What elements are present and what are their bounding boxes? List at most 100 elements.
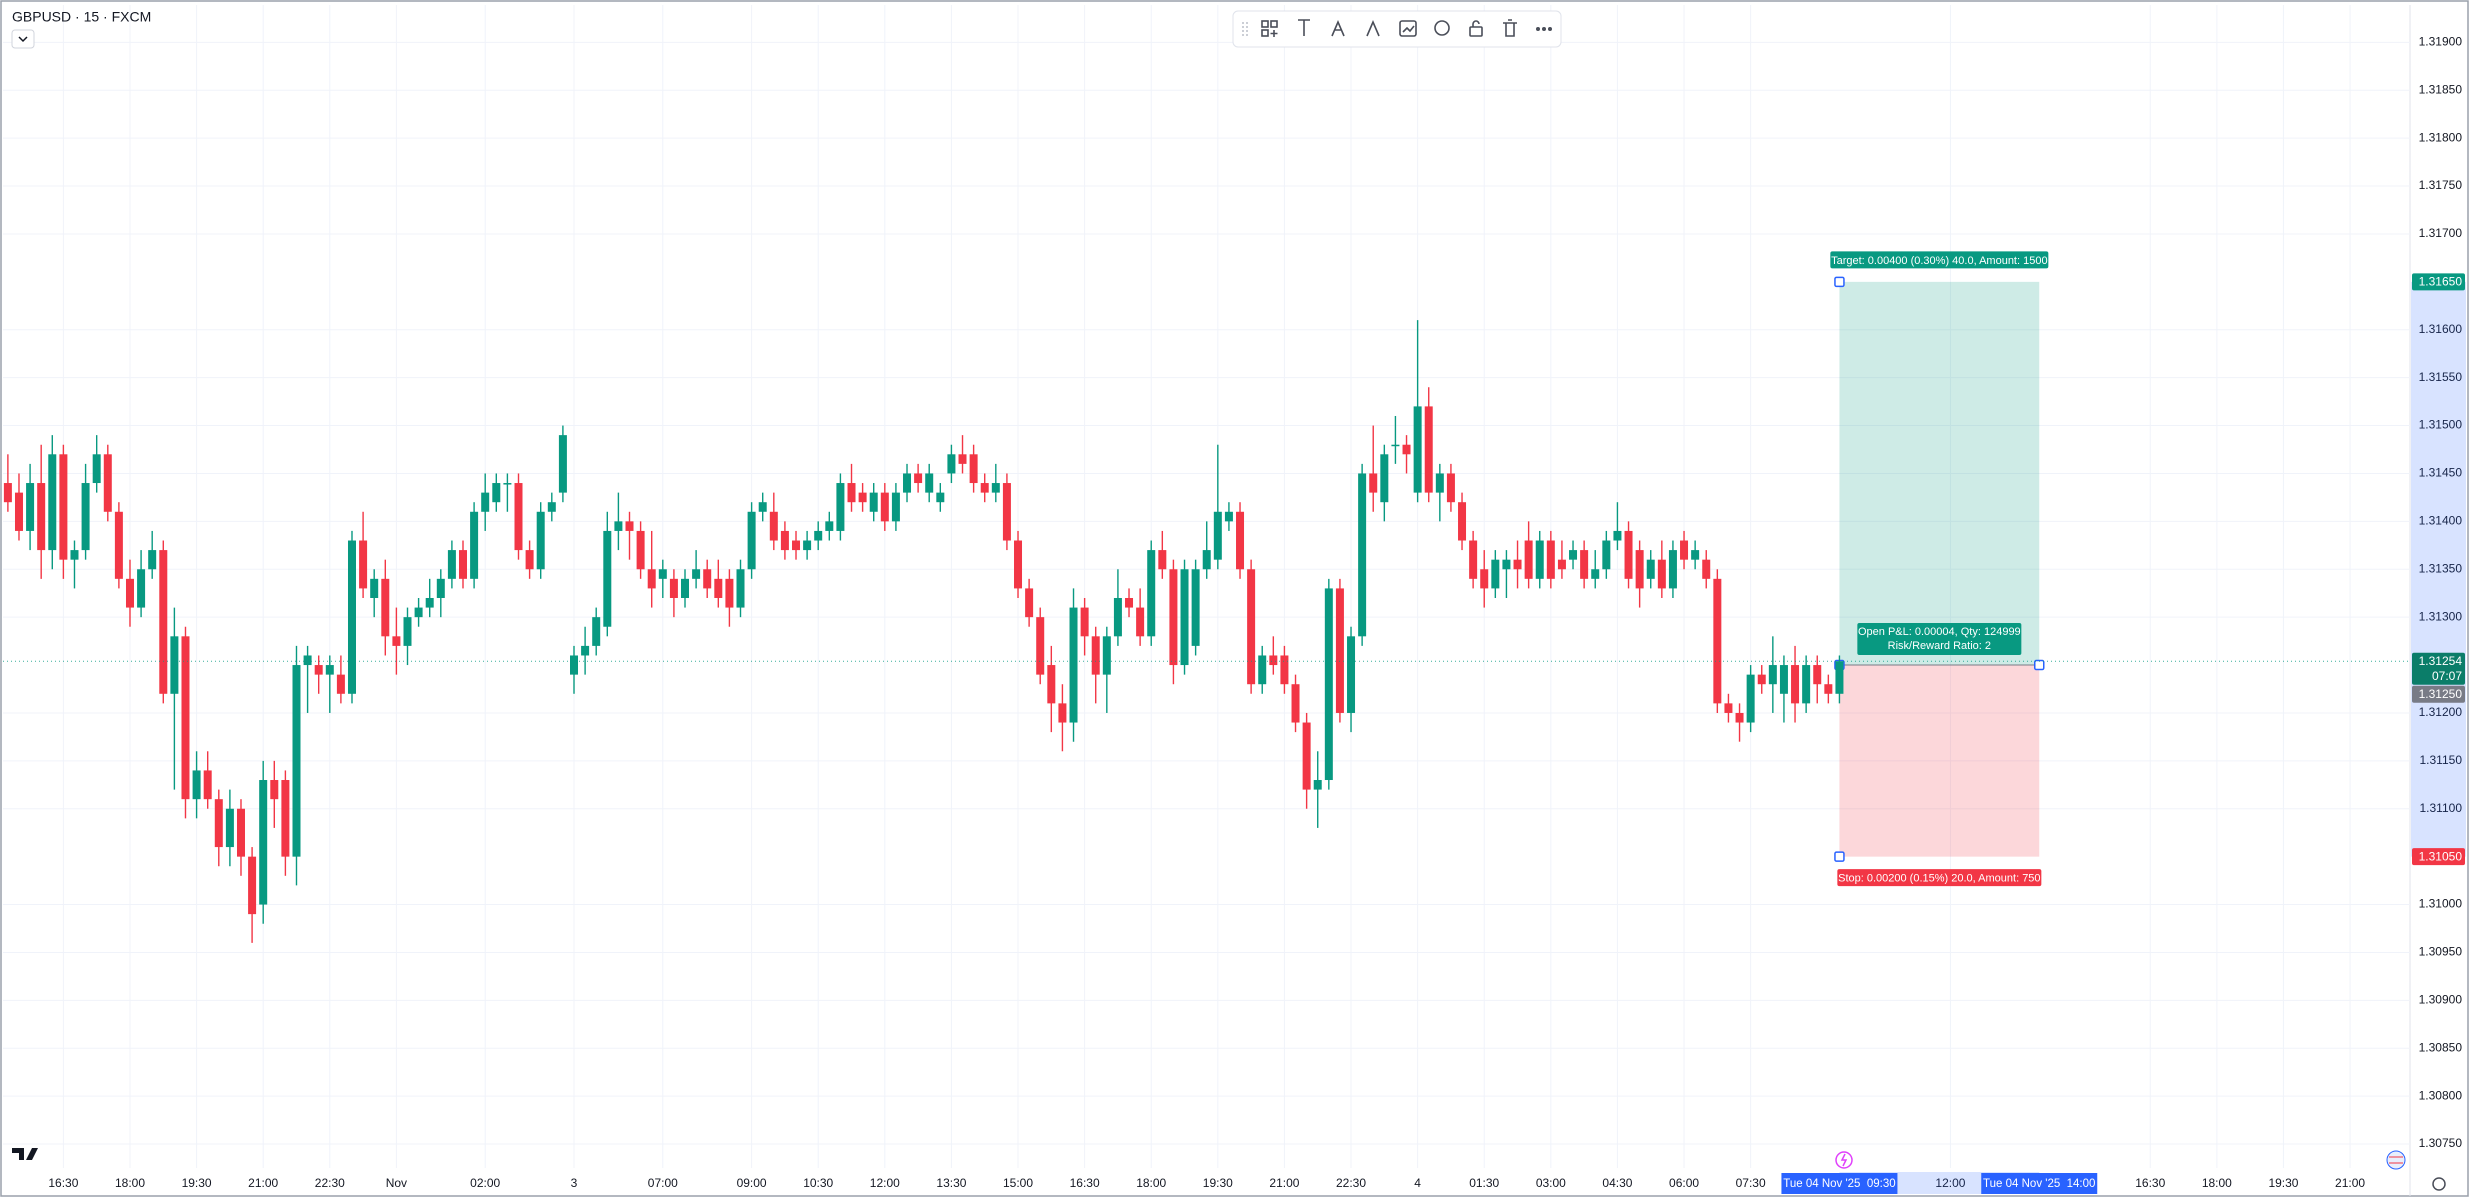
candle-body: [669, 578, 678, 598]
candle-body: [647, 569, 656, 589]
candle-body: [114, 511, 123, 579]
time-label-box: [1981, 1173, 2098, 1194]
candle-body: [947, 454, 956, 474]
candle-body: [1513, 559, 1522, 570]
x-tick-label: 22:30: [315, 1176, 345, 1190]
candle-body: [814, 530, 823, 541]
candle-body: [103, 454, 112, 512]
handle[interactable]: [1834, 276, 1845, 288]
drawing-toolbar: [1232, 10, 1562, 48]
candle-body: [980, 483, 989, 493]
candle-body: [203, 770, 212, 800]
price-badge: [2412, 685, 2465, 703]
candle-body: [1380, 454, 1389, 503]
x-tick-label: 16:30: [1070, 1176, 1100, 1190]
candle-body: [1502, 559, 1511, 570]
y-tick-label: 1.30800: [2419, 1088, 2463, 1102]
collapse-button[interactable]: [11, 29, 35, 49]
candle-body: [991, 483, 1000, 493]
candle-body: [1624, 530, 1633, 579]
x-tick-label: 21:00: [2335, 1176, 2365, 1190]
candle-body: [1069, 607, 1078, 723]
position-tool[interactable]: Target: 0.00400 (0.30%) 40.0, Amount: 15…: [1830, 251, 2049, 887]
candle-body: [436, 578, 445, 598]
candle-body: [836, 483, 845, 531]
candle-body: [259, 780, 268, 905]
delete-icon[interactable]: [1503, 19, 1517, 37]
candle-body: [780, 530, 789, 551]
x-tick-label: 12:00: [870, 1176, 900, 1190]
timezone-icon[interactable]: [2386, 1150, 2406, 1170]
color-icon[interactable]: [1331, 19, 1345, 37]
candle-body: [1413, 406, 1422, 493]
candle-body: [1236, 511, 1245, 570]
candle-body: [958, 454, 967, 464]
candle-body: [536, 511, 545, 570]
candle-body: [1113, 597, 1122, 637]
candle-body: [214, 799, 223, 848]
candle-body: [1169, 569, 1178, 666]
settings-icon[interactable]: [1434, 20, 1450, 36]
y-tick-label: 1.31850: [2419, 82, 2463, 96]
candle-body: [1247, 569, 1256, 685]
candle-body: [891, 492, 900, 522]
handle[interactable]: [2033, 659, 2045, 671]
candle-body: [625, 521, 634, 531]
candle-body: [1691, 550, 1700, 560]
price-badge-label: 1.31250: [2419, 687, 2463, 701]
rr-label: Risk/Reward Ratio: 2: [1888, 640, 1991, 652]
candle-body: [1835, 661, 1844, 694]
x-tick-label: 3: [571, 1176, 578, 1190]
more-icon[interactable]: [1536, 27, 1552, 31]
price-badge-label: 1.31050: [2419, 849, 2463, 863]
candle-body: [1469, 540, 1478, 579]
templates-icon[interactable]: [1261, 20, 1278, 37]
candle-body: [847, 483, 856, 503]
candle-body: [170, 636, 179, 694]
candle-body: [125, 578, 134, 608]
candle-body: [758, 502, 767, 512]
y-tick-label: 1.31900: [2419, 35, 2463, 49]
candle-body: [359, 540, 368, 589]
candle-body: [1147, 550, 1156, 637]
candle-body: [1535, 540, 1544, 579]
candle-body: [503, 483, 512, 485]
settings-chart-icon[interactable]: [1399, 20, 1417, 37]
candle-body: [1313, 780, 1322, 790]
candle-body: [26, 483, 35, 531]
handle[interactable]: [1834, 851, 1845, 862]
x-tick-label: 19:30: [2268, 1176, 2298, 1190]
settings-button[interactable]: [2432, 1177, 2446, 1191]
tradingview-logo[interactable]: [12, 1148, 38, 1160]
candle-body: [1791, 665, 1800, 704]
candle-body: [381, 578, 390, 637]
candle-body: [1524, 540, 1533, 579]
y-tick-label: 1.31550: [2419, 370, 2463, 384]
candle-body: [281, 780, 290, 857]
lock-icon[interactable]: [1469, 20, 1483, 37]
profit-zone: [1839, 281, 2040, 666]
x-tick-label: 01:30: [1469, 1176, 1499, 1190]
candle-body: [70, 550, 79, 560]
stop-label: Stop: 0.00200 (0.15%) 20.0, Amount: 750: [1838, 873, 2040, 885]
candle-body: [792, 540, 801, 551]
x-tick-label: 07:00: [648, 1176, 678, 1190]
candle-body: [869, 492, 878, 512]
candle-body: [1757, 674, 1766, 685]
candle-body: [1302, 722, 1311, 790]
candle-body: [192, 770, 201, 800]
candle-body: [1369, 473, 1378, 493]
candle-body: [414, 607, 423, 618]
alert-icon[interactable]: [1835, 1151, 1853, 1169]
text-icon[interactable]: [1298, 19, 1310, 36]
candle-body: [92, 454, 101, 484]
candle-body: [769, 511, 778, 541]
candle-body: [1713, 578, 1722, 704]
candle-body: [1324, 588, 1333, 781]
candle-body: [936, 492, 945, 503]
candle-body: [703, 569, 712, 589]
stop-label-box: [1837, 869, 2042, 887]
fill-icon[interactable]: [1366, 19, 1380, 37]
candle-body: [1291, 684, 1300, 723]
